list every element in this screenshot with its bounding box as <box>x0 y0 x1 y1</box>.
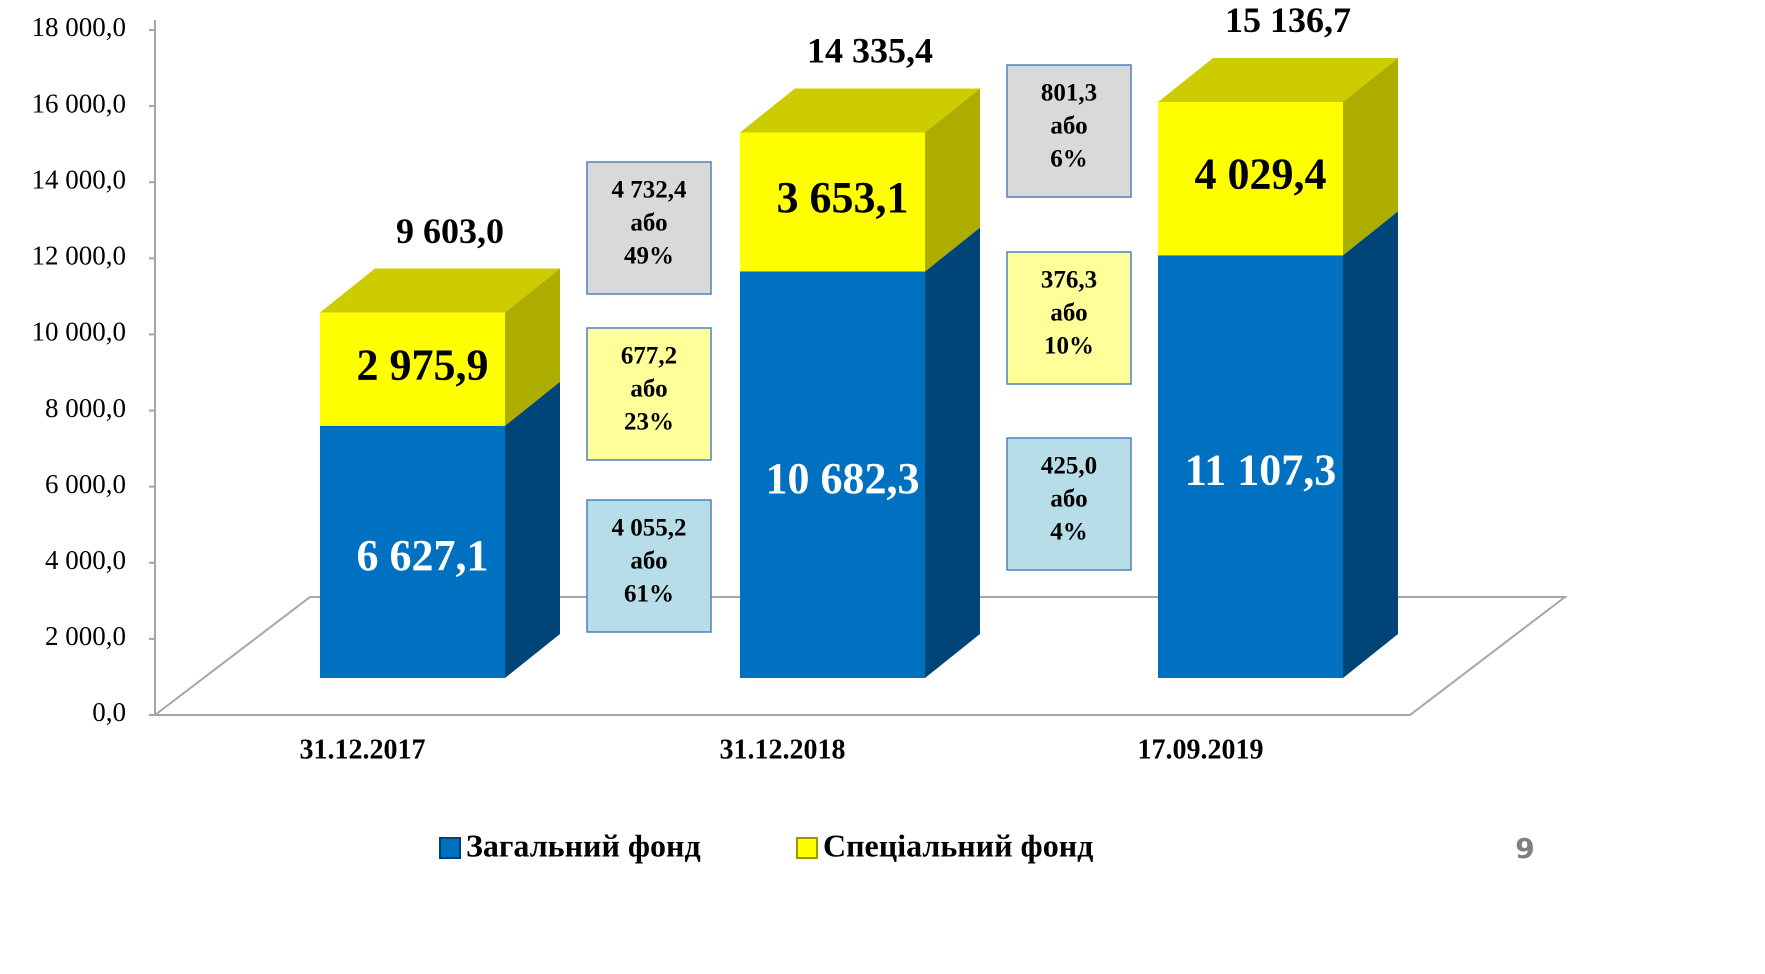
bar-top <box>320 268 560 313</box>
bar-side <box>505 268 560 426</box>
legend-label: Загальний фонд <box>466 827 701 863</box>
annotation-text: або <box>1050 300 1087 327</box>
annotation-box <box>1006 437 1132 571</box>
x-tick-label: 31.12.2018 <box>720 734 846 765</box>
legend-swatch <box>439 837 461 859</box>
y-tick-label: 8 000,0 <box>45 393 126 423</box>
annotation-box <box>586 161 712 295</box>
y-tick-label: 6 000,0 <box>45 469 126 499</box>
annotation-text: 4 732,4 <box>612 177 688 204</box>
bar <box>740 132 925 272</box>
annotation-text: або <box>630 210 667 237</box>
annotation-text: або <box>630 376 667 403</box>
annotation-text: 376,3 <box>1041 267 1097 294</box>
total-label: 14 335,4 <box>807 31 933 71</box>
bar <box>740 271 925 678</box>
annotation-text: або <box>1050 113 1087 140</box>
value-label: 3 653,1 <box>777 173 909 222</box>
y-tick-label: 12 000,0 <box>32 241 127 271</box>
y-tick-label: 18 000,0 <box>32 12 127 42</box>
x-tick-label: 31.12.2017 <box>300 734 426 765</box>
bar <box>1158 101 1343 256</box>
legend-swatch <box>796 837 818 859</box>
bar-side <box>925 88 980 272</box>
annotation-text: 23% <box>624 409 674 436</box>
value-label: 11 107,3 <box>1185 446 1337 495</box>
annotation-text: 49% <box>624 243 674 270</box>
annotation-text: або <box>630 548 667 575</box>
bar <box>1158 255 1343 678</box>
annotation-text: 4 055,2 <box>612 515 687 542</box>
y-tick-label: 4 000,0 <box>45 545 126 575</box>
y-tick-label: 14 000,0 <box>32 164 127 194</box>
bar-side <box>1343 57 1398 256</box>
x-tick-label: 17.09.2019 <box>1138 734 1264 765</box>
annotation-box <box>1006 251 1132 385</box>
page-number: 9 <box>1515 832 1534 865</box>
bar-side <box>1343 211 1398 678</box>
bar-top <box>740 88 980 133</box>
bar-side <box>505 381 560 678</box>
value-label: 2 975,9 <box>357 340 489 389</box>
y-tick-label: 16 000,0 <box>32 88 127 118</box>
annotation-text: 6% <box>1050 146 1088 173</box>
annotation-box <box>586 327 712 461</box>
bar-top <box>1158 57 1398 102</box>
annotation-text: 425,0 <box>1041 453 1097 480</box>
annotation-box <box>1006 64 1132 198</box>
legend-label: Спеціальний фонд <box>823 827 1093 863</box>
annotation-text: 10% <box>1044 333 1094 360</box>
bar <box>320 425 505 678</box>
annotation-text: 61% <box>624 581 674 608</box>
value-label: 6 627,1 <box>357 531 489 580</box>
value-label: 10 682,3 <box>766 454 920 503</box>
bar <box>320 312 505 426</box>
y-tick-label: 10 000,0 <box>32 317 127 347</box>
total-label: 9 603,0 <box>396 211 504 251</box>
y-tick-label: 2 000,0 <box>45 621 126 651</box>
annotation-text: або <box>1050 486 1087 513</box>
annotation-box <box>586 499 712 633</box>
total-label: 15 136,7 <box>1225 0 1351 40</box>
annotation-text: 4% <box>1050 519 1088 546</box>
annotation-text: 801,3 <box>1041 80 1097 107</box>
annotation-text: 677,2 <box>621 343 677 370</box>
value-label: 4 029,4 <box>1195 150 1327 199</box>
bar-side <box>925 227 980 679</box>
floor <box>152 596 1568 716</box>
y-tick-label: 0,0 <box>92 697 126 727</box>
